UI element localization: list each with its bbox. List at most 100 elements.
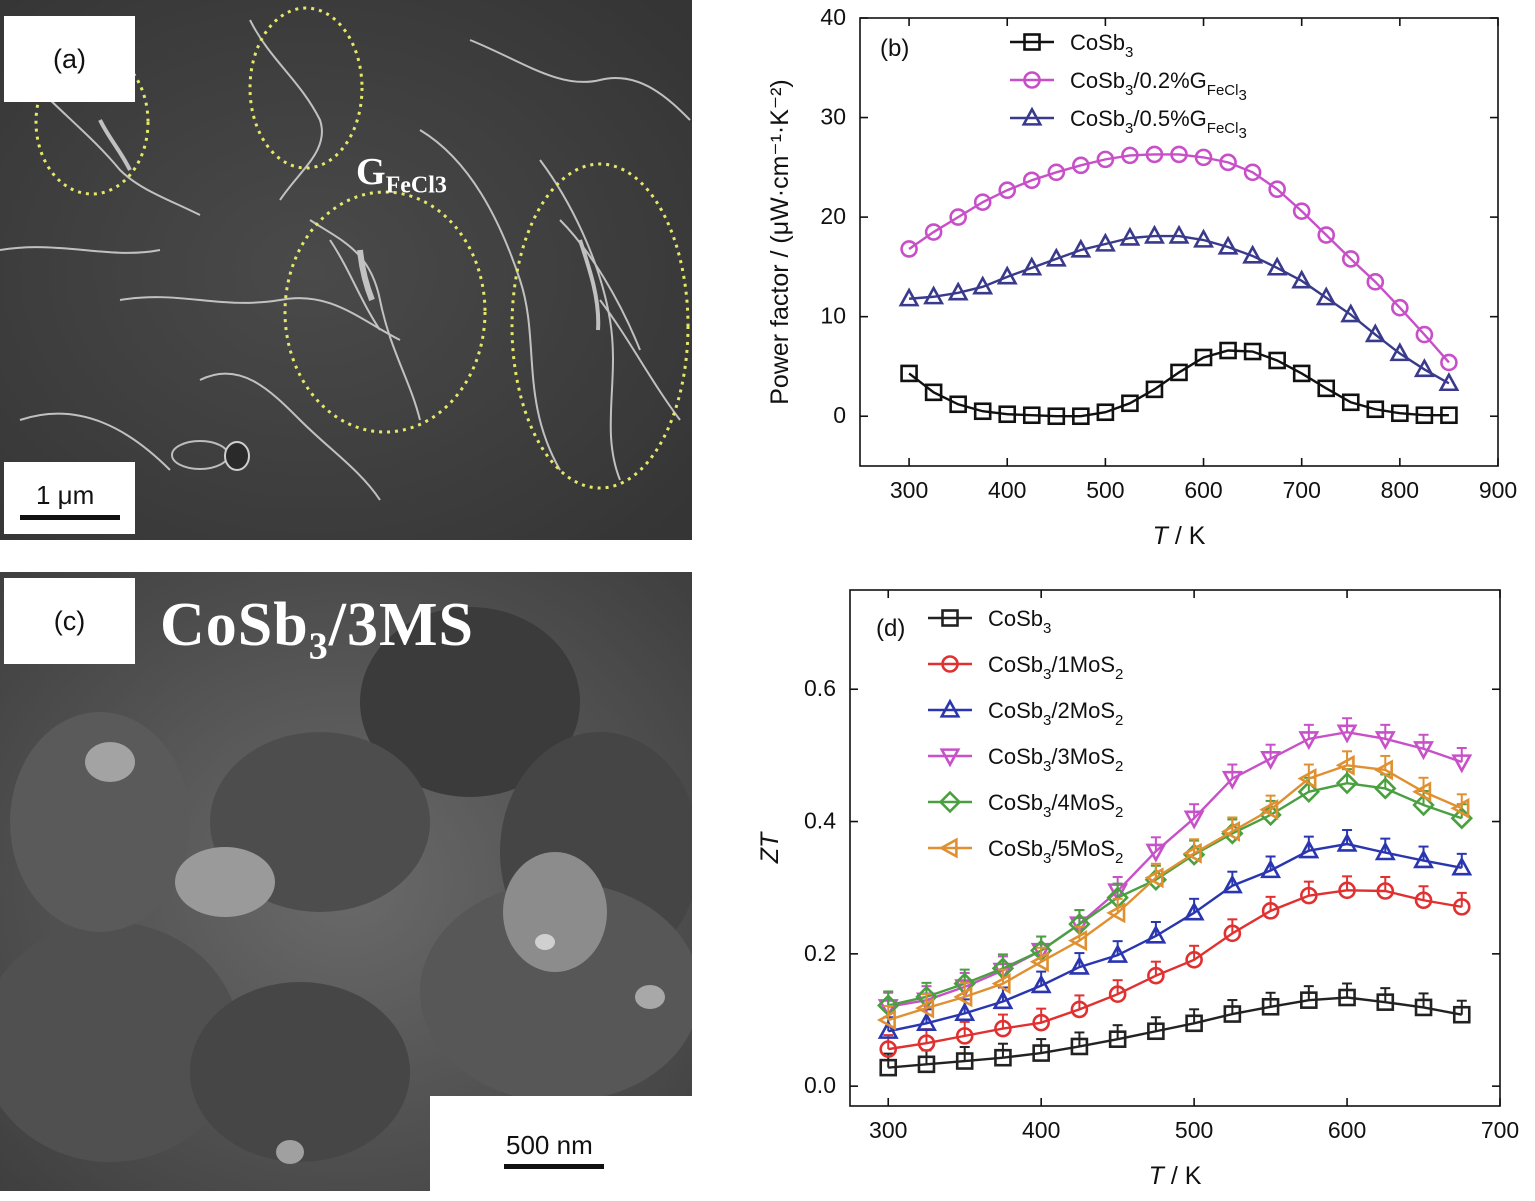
sample-title-sub: 3 xyxy=(308,625,329,668)
scale-bar-c: 500 nm xyxy=(430,1096,692,1191)
series-5 xyxy=(876,750,1470,1031)
data-point xyxy=(1341,250,1360,268)
y-tick-label: 10 xyxy=(820,303,846,329)
data-point xyxy=(947,281,969,301)
scale-bar-label-c: 500 nm xyxy=(506,1130,593,1160)
y-tick-label: 0.6 xyxy=(804,675,836,701)
data-point xyxy=(1374,777,1397,800)
legend-label: CoSb3 xyxy=(988,606,1051,637)
panel-label-c: (c) xyxy=(4,578,135,664)
series-2 xyxy=(877,829,1473,1039)
data-point xyxy=(1266,256,1288,276)
data-point xyxy=(1168,224,1190,244)
data-point xyxy=(1070,238,1092,258)
y-axis-label: ZT xyxy=(756,831,784,864)
data-point xyxy=(1185,1014,1203,1033)
x-tick-label: 700 xyxy=(1283,477,1321,503)
data-point xyxy=(1389,342,1411,362)
ellipse-region-1 xyxy=(34,48,150,196)
data-point xyxy=(1374,841,1396,861)
data-point xyxy=(1413,849,1434,869)
data-point xyxy=(1223,1005,1242,1023)
series-line xyxy=(888,889,1462,1051)
data-point xyxy=(1217,235,1239,255)
data-point xyxy=(900,364,918,383)
data-point xyxy=(1170,363,1188,382)
data-point xyxy=(1068,955,1090,975)
panel-label: (b) xyxy=(880,35,909,62)
chart-b-svg: 300 400 500 600 700 800 900 0 10 20 30 40 T / K Power… xyxy=(766,4,1517,550)
panel-label: (d) xyxy=(876,615,905,642)
x-tick-label: 400 xyxy=(988,477,1026,503)
data-point xyxy=(949,395,967,414)
legend-label: CoSb3/3MoS2 xyxy=(988,744,1123,775)
legend-marker xyxy=(938,837,958,859)
data-point xyxy=(1221,821,1241,842)
data-point xyxy=(1261,997,1280,1016)
data-point xyxy=(1221,770,1243,790)
data-point xyxy=(1045,247,1067,267)
legend-label: CoSb3 xyxy=(1070,30,1133,61)
data-point xyxy=(917,1055,936,1074)
data-point xyxy=(1096,403,1115,422)
series-2 xyxy=(898,224,1460,392)
ellipse-region-3 xyxy=(283,190,487,434)
series-1 xyxy=(900,145,1458,372)
legend-marker xyxy=(939,698,961,718)
data-point xyxy=(1297,780,1321,803)
sample-title: CoSb3/3MS xyxy=(160,590,474,668)
axes: 300 400 500 600 700 800 900 0 10 20 30 40 xyxy=(820,4,1517,503)
y-tick-label: 20 xyxy=(820,203,846,229)
grains xyxy=(0,607,692,1164)
data-point xyxy=(1170,145,1188,164)
legend-label: CoSb3/2MoS2 xyxy=(988,698,1123,729)
data-point xyxy=(1242,244,1264,264)
legend-label: CoSb3/1MoS2 xyxy=(988,652,1123,683)
x-tick-label: 600 xyxy=(1328,1117,1366,1143)
chart-d: 300 400 500 600 700 0.0 0.2 0.4 0.6 T / K ZT CoSb3 C… xyxy=(700,570,1535,1196)
data-point xyxy=(1147,1022,1165,1041)
sample-title-rest: /3MS xyxy=(328,591,474,659)
data-point xyxy=(1336,832,1358,852)
data-point xyxy=(1147,966,1165,985)
legend-marker xyxy=(939,748,961,768)
series-line xyxy=(888,996,1462,1069)
data-point xyxy=(1070,1000,1089,1019)
data-point xyxy=(1219,153,1237,172)
legend-marker xyxy=(941,609,959,627)
data-point xyxy=(992,990,1014,1010)
annotation-sub: FeCl3 xyxy=(385,172,447,199)
data-point xyxy=(1145,145,1164,164)
data-point xyxy=(1194,148,1213,167)
data-point xyxy=(1292,202,1311,220)
data-point xyxy=(879,1040,898,1058)
data-point xyxy=(916,1011,937,1031)
data-point xyxy=(1340,303,1362,323)
data-point xyxy=(1336,724,1358,744)
data-point xyxy=(1194,348,1213,367)
data-point xyxy=(1243,342,1262,361)
chart-b: 300 400 500 600 700 800 900 0 10 20 30 40 T / K Power… xyxy=(700,0,1535,560)
data-point xyxy=(877,1019,899,1039)
data-point xyxy=(1412,793,1435,817)
data-point xyxy=(1366,400,1385,419)
y-tick-label: 0.0 xyxy=(804,1072,836,1098)
data-point xyxy=(1022,406,1041,425)
data-point xyxy=(1223,924,1242,943)
data-point xyxy=(1221,874,1243,894)
y-tick-label: 30 xyxy=(820,104,846,130)
data-point xyxy=(915,997,935,1019)
axes: 300 400 500 600 700 0.0 0.2 0.4 0.6 xyxy=(804,590,1519,1143)
data-point xyxy=(1376,882,1395,900)
x-axis-label: T / K xyxy=(1149,1162,1202,1190)
data-point xyxy=(998,181,1017,200)
data-point xyxy=(955,1052,974,1070)
data-point xyxy=(898,287,920,307)
data-point xyxy=(991,973,1011,995)
data-point xyxy=(1182,842,1202,864)
data-point xyxy=(1440,406,1458,425)
x-tick-label: 500 xyxy=(1175,1117,1213,1143)
series-line xyxy=(887,842,1462,1033)
data-point xyxy=(1094,232,1116,252)
data-point xyxy=(954,1002,976,1022)
